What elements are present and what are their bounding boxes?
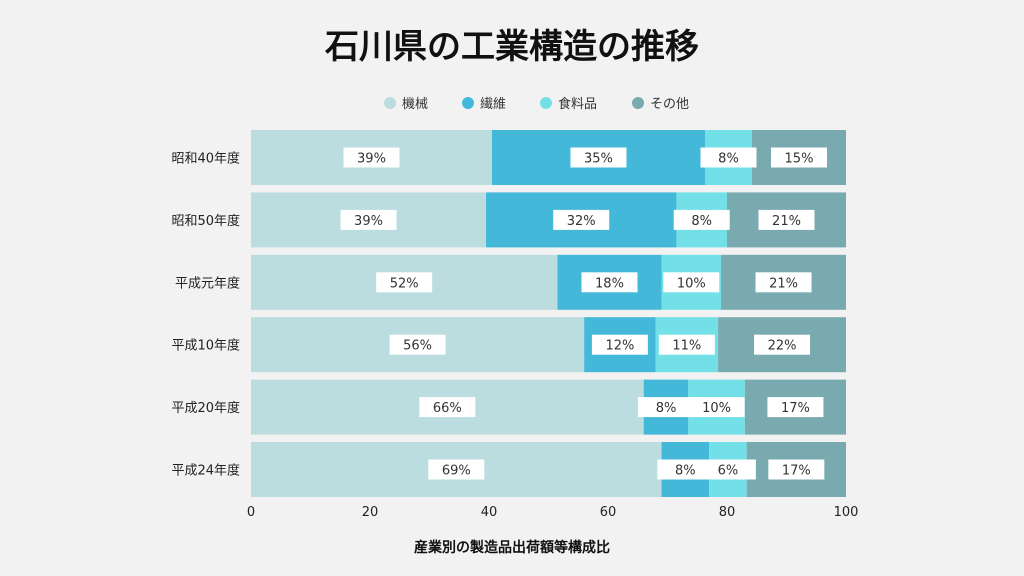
data-label: 10% xyxy=(677,276,706,291)
data-label: 22% xyxy=(768,339,797,354)
data-label: 52% xyxy=(390,276,419,291)
data-label: 69% xyxy=(442,464,471,479)
legend-label: その他 xyxy=(650,97,689,112)
data-label: 15% xyxy=(785,152,814,167)
data-label-box xyxy=(688,397,745,418)
data-label-box xyxy=(428,459,485,480)
category-label: 平成20年度 xyxy=(171,400,240,416)
data-label: 39% xyxy=(354,214,383,229)
tick-label: 40 xyxy=(481,505,498,520)
data-label: 8% xyxy=(656,401,677,416)
data-label-box xyxy=(767,397,824,418)
data-label: 39% xyxy=(357,152,386,167)
data-label-box xyxy=(340,209,397,230)
data-label: 8% xyxy=(675,464,696,479)
bar-row: 52% 18% 10% 21% xyxy=(251,254,846,310)
data-label-box xyxy=(758,209,815,230)
bar-row: 39% 35% 8% 15% xyxy=(251,130,846,185)
data-label: 56% xyxy=(403,339,432,354)
tick-label: 60 xyxy=(600,505,617,520)
data-label-box xyxy=(389,334,446,355)
category-label: 平成24年度 xyxy=(171,463,240,479)
legend-swatch xyxy=(462,97,474,109)
x-axis-label: 産業別の製造品出荷額等構成比 xyxy=(414,539,610,556)
bar-row: 66% 8% 10% 17% xyxy=(251,379,846,435)
chart-title: 石川県の工業構造の推移 xyxy=(324,27,699,67)
data-label-box xyxy=(343,147,400,168)
tick-label: 80 xyxy=(719,505,736,520)
legend-item: その他 xyxy=(632,97,689,112)
legend-swatch xyxy=(540,97,552,109)
plot-area: 39% 35% 8% 15% 39% 32% 8% 21% 52% 18% 10% 21% 56% 12%… xyxy=(251,130,846,497)
data-label: 8% xyxy=(691,214,712,229)
category-label: 平成10年度 xyxy=(171,338,240,354)
data-label-box xyxy=(376,272,433,293)
bar-row: 39% 32% 8% 21% xyxy=(251,192,846,248)
legend-item: 機械 xyxy=(384,97,428,112)
data-label: 66% xyxy=(433,401,462,416)
data-label: 32% xyxy=(567,214,596,229)
data-label: 21% xyxy=(772,214,801,229)
legend-label: 繊維 xyxy=(480,96,506,112)
legend-label: 機械 xyxy=(402,97,428,112)
legend-item: 繊維 xyxy=(462,96,506,112)
legend: 機械 繊維 食料品 その他 xyxy=(384,96,689,112)
data-label-box xyxy=(755,272,812,293)
data-label: 35% xyxy=(584,152,613,167)
data-label: 10% xyxy=(702,401,731,416)
data-label-box xyxy=(638,397,695,418)
tick-label: 100 xyxy=(834,505,859,520)
data-label: 17% xyxy=(781,401,810,416)
data-label-box xyxy=(657,459,714,480)
data-label: 11% xyxy=(672,339,701,354)
legend-label: 食料品 xyxy=(558,96,597,112)
bar-row: 56% 12% 11% 22% xyxy=(251,317,846,373)
data-label-box xyxy=(663,272,720,293)
data-label-box xyxy=(768,459,825,480)
data-label-box xyxy=(673,209,730,230)
data-label-box xyxy=(591,334,648,355)
data-label: 18% xyxy=(595,276,624,291)
data-label: 6% xyxy=(718,464,739,479)
data-label-box xyxy=(658,334,715,355)
bar-row: 69% 8% 6% 17% xyxy=(251,442,846,497)
data-label: 17% xyxy=(782,464,811,479)
legend-item: 食料品 xyxy=(540,96,597,112)
data-label-box xyxy=(581,272,638,293)
category-label: 昭和40年度 xyxy=(171,151,240,167)
data-label: 21% xyxy=(769,276,798,291)
data-label-box xyxy=(754,334,811,355)
category-label: 昭和50年度 xyxy=(171,213,240,229)
data-label: 12% xyxy=(605,339,634,354)
tick-label: 0 xyxy=(247,505,255,520)
data-label: 8% xyxy=(718,152,739,167)
data-label-box xyxy=(570,147,627,168)
data-label-box xyxy=(699,459,756,480)
legend-swatch xyxy=(384,97,396,109)
data-label-box xyxy=(553,209,610,230)
legend-swatch xyxy=(632,97,644,109)
tick-label: 20 xyxy=(362,505,379,520)
value-axis: 0 20 40 60 80 100 xyxy=(247,505,859,520)
category-label: 平成元年度 xyxy=(175,275,240,291)
data-label-box xyxy=(770,147,827,168)
data-label-box xyxy=(419,397,476,418)
data-label-box xyxy=(700,147,757,168)
